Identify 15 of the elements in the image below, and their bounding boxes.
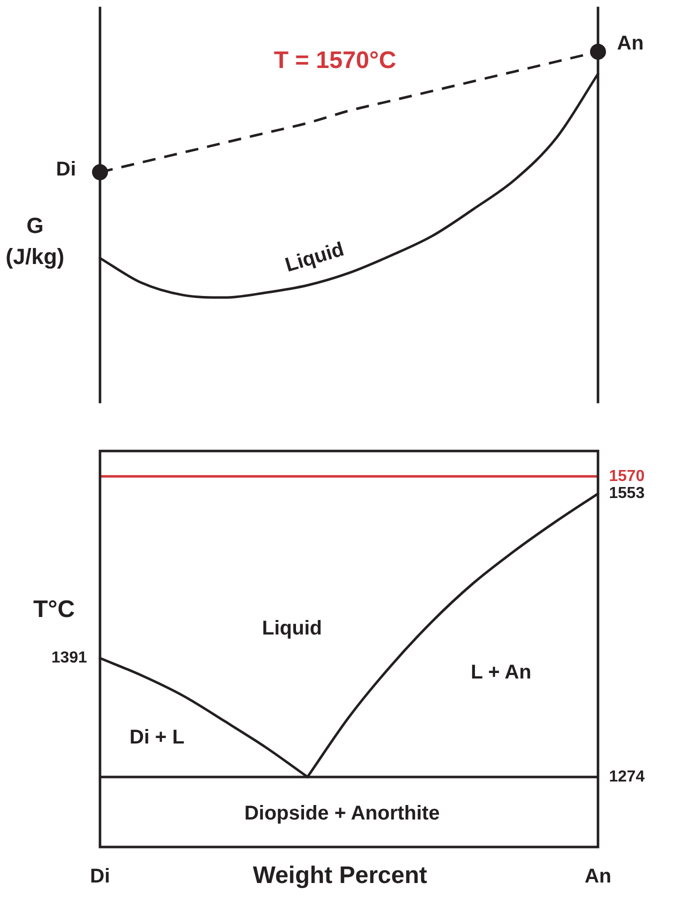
annotation: L + An (470, 662, 532, 684)
annotation: An (617, 32, 644, 55)
text: Di (56, 158, 76, 181)
y-tick-label: 1553 (609, 485, 645, 502)
annotation: Diopside + Anorthite (244, 802, 440, 825)
x-axis-title: Weight Percent (252, 862, 428, 890)
annotation: Di + L (129, 726, 185, 749)
y-axis-title: G (J/kg) (4, 212, 66, 271)
annotation: 1391 (51, 650, 88, 667)
y-tick-label: 1274 (609, 768, 645, 786)
text: Liquid (282, 238, 347, 277)
ref-line-label: 1570 (609, 468, 645, 485)
chart-title: T = 1570°C (274, 47, 396, 75)
annotation: Liquid (262, 618, 322, 640)
y-axis-title: T°C (32, 595, 76, 625)
